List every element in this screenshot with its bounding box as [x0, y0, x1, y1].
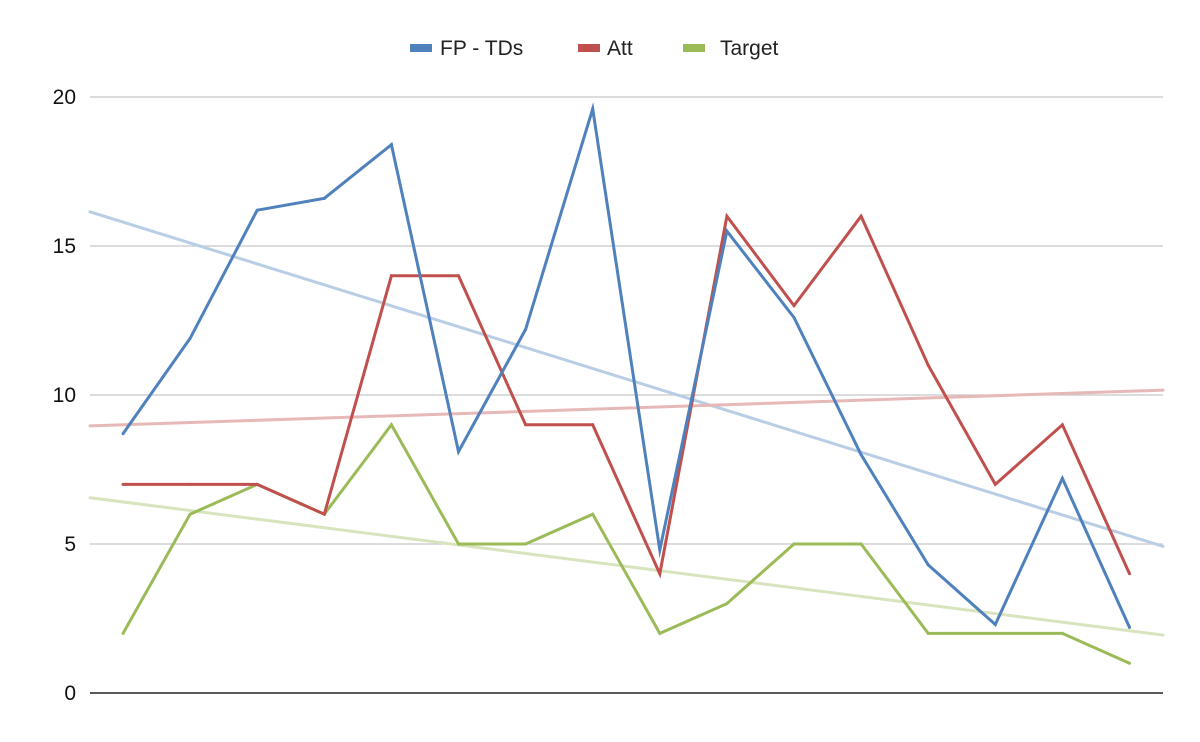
data-point	[658, 572, 662, 576]
data-point	[389, 274, 393, 278]
y-tick-label-20: 20	[53, 86, 76, 109]
data-point	[926, 563, 930, 567]
data-point	[188, 482, 192, 486]
data-point	[792, 542, 796, 546]
data-point	[188, 336, 192, 340]
series-lines	[121, 102, 1131, 665]
data-point	[591, 512, 595, 516]
y-tick-label-5: 5	[64, 533, 76, 556]
series-line-0	[121, 102, 1131, 629]
legend-swatch-0	[410, 44, 432, 52]
data-point	[658, 548, 662, 552]
data-point	[457, 542, 460, 546]
data-point	[121, 482, 125, 486]
data-point	[1060, 476, 1064, 480]
data-point	[993, 631, 997, 635]
data-point	[1128, 661, 1131, 665]
data-point	[389, 143, 393, 147]
data-point	[591, 107, 595, 111]
data-point	[792, 316, 796, 320]
data-point	[859, 214, 863, 218]
data-point	[725, 602, 729, 606]
data-point	[121, 432, 125, 436]
data-point	[1128, 625, 1131, 629]
data-point	[524, 423, 528, 427]
series-line-1	[123, 212, 1131, 579]
y-tick-label-0: 0	[64, 682, 76, 705]
data-point	[457, 274, 460, 278]
data-point	[926, 631, 930, 635]
data-point	[993, 482, 997, 486]
data-point	[322, 512, 326, 516]
legend-label-0: FP - TDs	[440, 37, 523, 60]
y-tick-label-10: 10	[53, 384, 76, 407]
data-point	[389, 423, 393, 427]
trendline-1	[88, 388, 1165, 428]
legend: FP - TDs Att Target	[410, 37, 779, 60]
legend-label-2: Target	[720, 37, 779, 60]
data-point	[725, 229, 729, 233]
data-point	[591, 423, 595, 427]
data-point	[1060, 423, 1064, 427]
data-point	[993, 622, 997, 626]
data-point	[121, 631, 125, 635]
data-point	[725, 214, 729, 218]
legend-label-1: Att	[607, 37, 633, 60]
trendline-0	[88, 210, 1165, 548]
y-axis: 0 5 10 15 20	[53, 86, 76, 705]
data-point	[859, 453, 863, 457]
data-point	[926, 363, 930, 367]
data-point	[658, 631, 662, 635]
trendlines	[88, 210, 1165, 637]
legend-swatch-1	[578, 44, 600, 52]
legend-swatch-2	[683, 44, 705, 52]
y-tick-label-15: 15	[53, 235, 76, 258]
data-point	[859, 542, 863, 546]
grid-lines	[90, 96, 1163, 694]
data-point	[255, 208, 259, 212]
trendline-2	[88, 496, 1165, 637]
data-point	[524, 327, 528, 331]
data-point	[1128, 572, 1131, 576]
data-point	[255, 482, 259, 486]
data-point	[524, 542, 528, 546]
data-point	[792, 304, 796, 308]
data-point	[188, 512, 192, 516]
data-point	[322, 196, 326, 200]
data-point	[1060, 631, 1064, 635]
data-point	[457, 450, 460, 454]
